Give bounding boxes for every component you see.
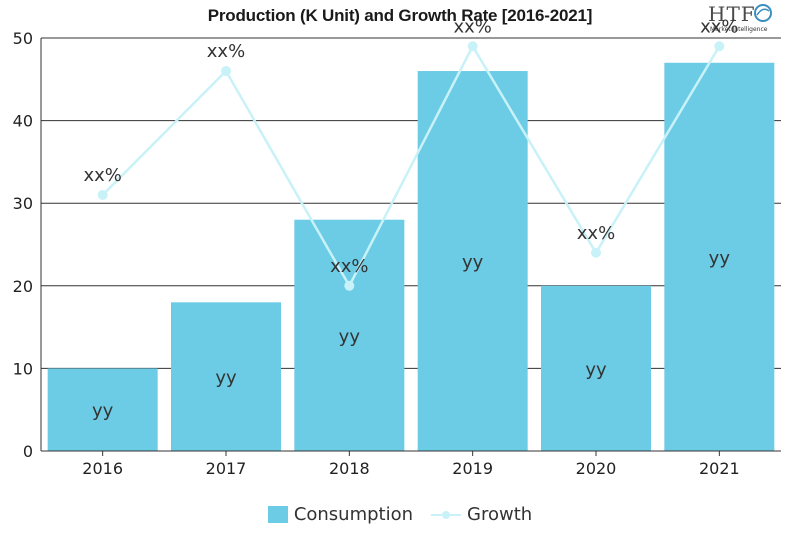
growth-data-label: xx%	[700, 16, 738, 37]
bar-data-label: yy	[709, 248, 731, 269]
y-tick-label: 10	[13, 359, 33, 378]
growth-point	[467, 41, 478, 52]
chart-area: 0 10 20 30 40 50 2016 2017 2018 2019 2020 2021 yy yy y…	[13, 16, 781, 478]
growth-data-label: xx%	[330, 256, 368, 277]
legend-item-growth[interactable]: Growth	[431, 504, 532, 525]
bar	[47, 368, 158, 451]
bar-data-label: yy	[585, 359, 607, 380]
y-tick-label: 20	[13, 277, 33, 296]
y-tick-label: 50	[13, 29, 33, 48]
chart-title: Production (K Unit) and Growth Rate [201…	[207, 6, 593, 25]
x-tick-label: 2016	[82, 459, 123, 478]
bar-data-label: yy	[462, 252, 484, 273]
x-tick-label: 2017	[206, 459, 247, 478]
growth-data-label: xx%	[577, 223, 615, 244]
growth-data-label: xx%	[207, 41, 245, 62]
bar-data-label: yy	[92, 401, 114, 422]
growth-point	[714, 41, 725, 52]
y-tick-label: 40	[13, 112, 33, 131]
y-tick-label: 0	[23, 442, 33, 461]
growth-series-line	[101, 43, 721, 289]
x-tick-label: 2019	[452, 459, 493, 478]
legend-label-growth: Growth	[467, 504, 533, 525]
bar	[541, 285, 651, 451]
htf-logo: HTF Market Intelligence	[708, 2, 778, 36]
logo-globe-icon	[754, 4, 772, 22]
bar	[294, 219, 405, 451]
growth-data-label: xx%	[83, 165, 121, 186]
bar	[664, 62, 775, 451]
y-tick-label: 30	[13, 194, 33, 213]
logo-mark: HTF	[708, 2, 756, 26]
bar-data-label: yy	[215, 368, 237, 389]
growth-data-label: xx%	[453, 16, 491, 37]
x-tick-label: 2021	[699, 459, 740, 478]
logo-subtitle: Market Intelligence	[710, 26, 768, 33]
bar-data-label: yy	[339, 326, 361, 347]
bar	[417, 71, 528, 451]
growth-point	[221, 66, 231, 77]
legend-item-consumption[interactable]: Consumption	[267, 504, 414, 525]
growth-point	[97, 189, 108, 200]
bar	[171, 302, 281, 451]
legend-swatch-line	[431, 510, 462, 519]
legend-label-consumption: Consumption	[293, 504, 414, 525]
legend-swatch-bar	[267, 506, 288, 523]
x-tick-label: 2020	[576, 459, 617, 478]
growth-point	[344, 280, 355, 291]
x-tick-label: 2018	[329, 459, 370, 478]
growth-point	[591, 247, 601, 258]
legend: Consumption Growth	[0, 504, 800, 525]
